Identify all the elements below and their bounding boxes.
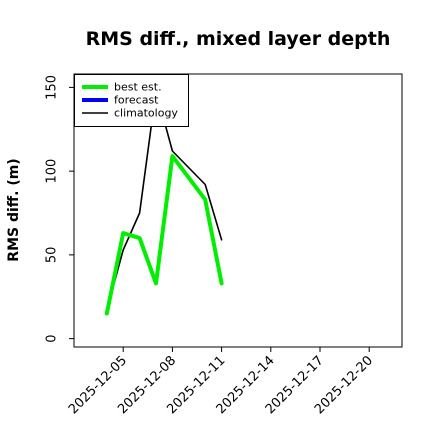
legend-label: best est.: [114, 81, 162, 94]
y-tick-label: 50: [44, 247, 59, 264]
series-line-best-est: [104, 154, 224, 316]
y-ticks: 0 50 100 150: [44, 75, 74, 343]
plot-area: [73, 73, 403, 348]
y-tick-label: 0: [45, 334, 60, 342]
chart-title: RMS diff., mixed layer depth: [86, 28, 391, 50]
y-axis-label: RMS diff. (m): [6, 158, 22, 261]
y-tick-label: 150: [44, 75, 59, 100]
legend-label: forecast: [114, 94, 159, 107]
y-tick-label: 100: [45, 159, 60, 184]
x-ticks: 2025-12-052025-12-082025-12-112025-12-14…: [66, 347, 376, 417]
legend-label: climatology: [114, 107, 178, 120]
